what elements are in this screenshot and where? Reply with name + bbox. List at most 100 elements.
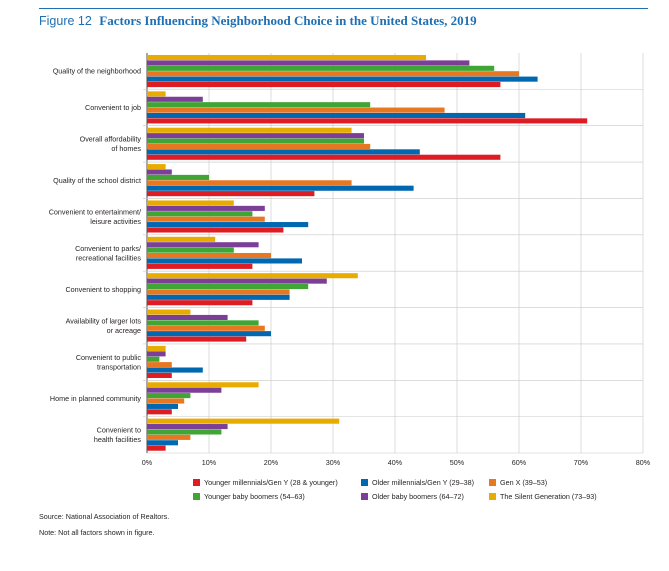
x-tick-label: 70%: [574, 458, 589, 467]
legend-label: Younger baby boomers (54–63): [204, 492, 305, 501]
category-label: Overall affordability: [80, 135, 142, 144]
bar: [147, 253, 271, 259]
category-label: Convenient to job: [85, 103, 141, 112]
legend-swatch: [193, 479, 200, 486]
bar: [147, 367, 203, 373]
bar: [147, 60, 470, 66]
bar: [147, 164, 166, 170]
bar: [147, 283, 309, 290]
bar: [147, 398, 185, 404]
footnote: Note: Not all factors shown in figure.: [39, 528, 155, 537]
bar: [147, 278, 327, 284]
bar: [147, 242, 259, 248]
bar: [147, 211, 253, 217]
bar: [147, 91, 166, 97]
bar: [147, 418, 340, 424]
bar: [147, 289, 290, 295]
category-label: Quality of the school district: [53, 176, 141, 185]
bar: [147, 169, 172, 175]
category-label: or acreage: [107, 326, 141, 335]
bar: [147, 191, 315, 197]
legend: Younger millennials/Gen Y (28 & younger)…: [193, 478, 633, 501]
bar: [147, 409, 172, 415]
bar: [147, 102, 371, 108]
bar: [147, 200, 234, 206]
x-tick-label: 50%: [450, 458, 465, 467]
bar: [147, 133, 364, 139]
category-label: transportation: [97, 362, 141, 371]
bar: [147, 372, 172, 378]
x-tick-label: 0%: [142, 458, 153, 467]
category-label: Quality of the neighborhood: [53, 67, 141, 76]
bar: [147, 247, 234, 253]
bar: [147, 185, 414, 191]
bar: [147, 424, 228, 430]
bar: [147, 434, 191, 440]
bar: [147, 154, 501, 160]
category-label: Convenient to public: [76, 353, 142, 362]
bar: [147, 336, 247, 342]
bar: [147, 107, 445, 113]
legend-swatch: [489, 479, 496, 486]
bar: [147, 314, 228, 321]
legend-swatch: [361, 479, 368, 486]
x-tick-label: 40%: [388, 458, 403, 467]
x-tick-label: 10%: [202, 458, 217, 467]
bar-chart: 0% 10% 20% 30% 40% 50% 60% 70% 80% Quality of the…: [49, 53, 651, 467]
bar: [147, 300, 253, 306]
bar: [147, 96, 203, 102]
legend-item: The Silent Generation (73–93): [489, 492, 619, 501]
bar: [147, 382, 259, 388]
legend-item: Gen X (39–53): [489, 478, 619, 487]
bar: [147, 325, 265, 331]
bar: [147, 345, 166, 351]
bar: [147, 216, 265, 222]
x-tick-label: 30%: [326, 458, 341, 467]
bar: [147, 258, 302, 264]
source-note: Source: National Association of Realtors…: [39, 512, 170, 521]
bar: [147, 294, 290, 300]
bar: [147, 320, 259, 326]
bar: [147, 127, 352, 133]
legend-item: Older millennials/Gen Y (29–38): [361, 478, 489, 487]
legend-swatch: [489, 493, 496, 500]
bar: [147, 236, 216, 242]
bar: [147, 65, 495, 71]
bar: [147, 362, 172, 368]
bar: [147, 138, 364, 144]
bar: [147, 429, 222, 435]
legend-item: Younger millennials/Gen Y (28 & younger): [193, 478, 361, 487]
bar: [147, 81, 501, 88]
bar: [147, 149, 420, 155]
category-label: leisure activities: [90, 217, 141, 226]
legend-label: Older baby boomers (64–72): [372, 492, 464, 501]
bar: [147, 403, 178, 409]
bar: [147, 445, 166, 451]
bar: [147, 351, 166, 357]
bar: [147, 76, 538, 82]
title-rule: [39, 8, 648, 9]
bar: [147, 71, 519, 77]
bar: [147, 356, 160, 362]
bar: [147, 387, 222, 393]
category-label: Convenient to entertainment/: [49, 207, 141, 216]
legend-label: Older millennials/Gen Y (29–38): [372, 478, 475, 487]
bar: [147, 331, 271, 337]
category-label: Convenient to parks/: [75, 244, 141, 253]
bar: [147, 205, 265, 211]
category-label: health facilities: [94, 435, 142, 444]
bar: [147, 112, 526, 119]
x-tick-label: 60%: [512, 458, 527, 467]
bar: [147, 227, 284, 233]
bar: [147, 180, 352, 186]
legend-item: Younger baby boomers (54–63): [193, 492, 361, 501]
bar: [147, 440, 178, 446]
figure-number: Figure 12: [39, 14, 92, 28]
category-label: recreational facilities: [76, 253, 142, 262]
category-label: of homes: [111, 144, 141, 153]
category-label: Convenient to: [97, 426, 141, 435]
legend-label: Younger millennials/Gen Y (28 & younger): [204, 478, 338, 487]
chart-title: Factors Influencing Neighborhood Choice …: [99, 13, 477, 28]
legend-item: Older baby boomers (64–72): [361, 492, 489, 501]
bar: [147, 143, 371, 150]
